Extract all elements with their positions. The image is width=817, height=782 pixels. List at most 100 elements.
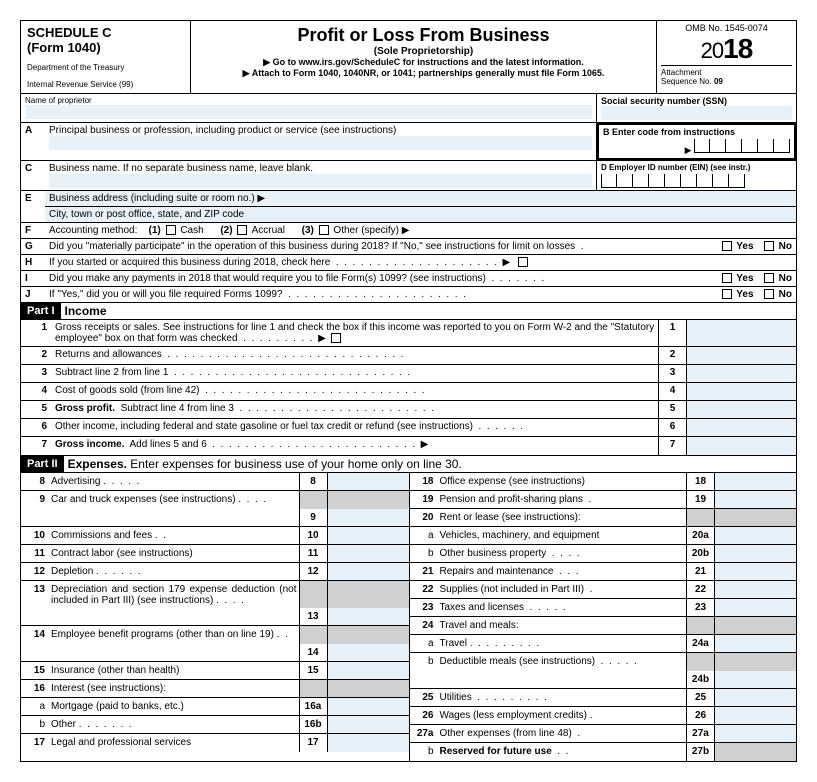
line8-amount[interactable] — [327, 473, 409, 490]
name-input[interactable] — [25, 105, 592, 119]
line4-amount[interactable] — [686, 383, 796, 400]
h-checkbox[interactable] — [518, 257, 528, 267]
line18-amount[interactable] — [714, 473, 796, 490]
line-j: J If "Yes," did you or will you file req… — [21, 287, 796, 302]
line-h: H If you started or acquired this busine… — [21, 255, 796, 271]
line15-amount[interactable] — [327, 662, 409, 679]
label-c: C — [21, 161, 45, 190]
dept-line2: Internal Revenue Service (99) — [27, 80, 184, 89]
line6-amount[interactable] — [686, 419, 796, 436]
line23-amount[interactable] — [714, 599, 796, 616]
tax-year: 2018 — [661, 33, 792, 65]
line27b-amount — [714, 743, 796, 761]
line-e1-text: Business address (including suite or roo… — [49, 193, 265, 204]
line26-amount[interactable] — [714, 707, 796, 724]
line20a-amount[interactable] — [714, 527, 796, 544]
label-b: B Enter code from instructions — [603, 127, 790, 137]
schedule-label: SCHEDULE C — [27, 25, 184, 40]
goto-text: ▶ Go to www.irs.gov/ScheduleC for instru… — [195, 57, 652, 68]
part1-header: Part I Income — [21, 302, 796, 320]
label-j: J — [21, 287, 45, 302]
part1-title: Income — [61, 304, 107, 318]
line24a-amount[interactable] — [714, 635, 796, 652]
line1-amount[interactable] — [686, 320, 796, 346]
part2-label: Part II — [21, 456, 64, 472]
form-header: SCHEDULE C (Form 1040) Department of the… — [21, 21, 796, 94]
line-f-text: Accounting method: — [49, 225, 137, 236]
ssn-label: Social security number (SSN) — [601, 96, 792, 106]
cash-checkbox[interactable] — [166, 225, 176, 235]
line22-amount[interactable] — [714, 581, 796, 598]
line3-amount[interactable] — [686, 365, 796, 382]
line-c-input[interactable] — [49, 174, 592, 188]
line-i: I Did you make any payments in 2018 that… — [21, 271, 796, 287]
att2: Sequence No. 09 — [661, 77, 723, 86]
line16a-amount[interactable] — [327, 698, 409, 715]
line-c-text: Business name. If no separate business n… — [49, 163, 592, 174]
line9-amount[interactable] — [327, 509, 409, 526]
line-e: E Business address (including suite or r… — [21, 191, 796, 222]
att1: Attachment — [661, 68, 701, 77]
line11-amount[interactable] — [327, 545, 409, 562]
line-a-text: Principal business or profession, includ… — [49, 125, 592, 136]
line-c: C Business name. If no separate business… — [21, 161, 796, 191]
line1-checkbox[interactable] — [331, 333, 341, 343]
label-i: I — [21, 271, 45, 286]
other-checkbox[interactable] — [319, 225, 329, 235]
dept-line1: Department of the Treasury — [27, 63, 184, 72]
line20b-amount[interactable] — [714, 545, 796, 562]
line14-amount[interactable] — [327, 644, 409, 661]
i-no-checkbox[interactable] — [764, 273, 774, 283]
proprietor-row: Name of proprietor Social security numbe… — [21, 94, 796, 123]
line27a-amount[interactable] — [714, 725, 796, 742]
label-h: H — [21, 255, 45, 270]
line19-amount[interactable] — [714, 491, 796, 508]
attach-text: ▶ Attach to Form 1040, 1040NR, or 1041; … — [195, 68, 652, 79]
name-label: Name of proprietor — [25, 96, 592, 105]
j-yes-checkbox[interactable] — [722, 289, 732, 299]
code-comb[interactable] — [694, 139, 710, 153]
income-line-1: 1 Gross receipts or sales. See instructi… — [21, 320, 796, 347]
line7-amount[interactable] — [686, 437, 796, 455]
code-box-b: B Enter code from instructions ▶ — [597, 123, 796, 160]
line-i-text: Did you make any payments in 2018 that w… — [49, 273, 486, 284]
omb-number: OMB No. 1545-0074 — [661, 23, 792, 33]
part2-header: Part II Expenses. Enter expenses for bus… — [21, 455, 796, 473]
g-yes-checkbox[interactable] — [722, 241, 732, 251]
line-h-text: If you started or acquired this business… — [49, 257, 330, 268]
line-e2-text: City, town or post office, state, and ZI… — [49, 209, 244, 220]
i-yes-checkbox[interactable] — [722, 273, 732, 283]
line5-amount[interactable] — [686, 401, 796, 418]
line-j-text: If "Yes," did you or will you file requi… — [49, 289, 283, 300]
line16b-amount[interactable] — [327, 716, 409, 733]
label-e: E — [21, 191, 45, 222]
expense-section: 8Advertising . . . . .8 9Car and truck e… — [21, 473, 796, 761]
line-g-text: Did you "materially participate" in the … — [49, 241, 575, 252]
line17-amount[interactable] — [327, 734, 409, 752]
line24b-amount[interactable] — [714, 671, 796, 688]
line-f: F Accounting method: (1) Cash (2) Accrua… — [21, 222, 796, 239]
line21-amount[interactable] — [714, 563, 796, 580]
line-a-input[interactable] — [49, 136, 592, 150]
label-g: G — [21, 239, 45, 254]
ein-comb[interactable] — [601, 174, 617, 188]
line25-amount[interactable] — [714, 689, 796, 706]
line-a: A Principal business or profession, incl… — [21, 123, 796, 161]
label-f: F — [21, 223, 45, 238]
line12-amount[interactable] — [327, 563, 409, 580]
ssn-input[interactable] — [601, 106, 792, 120]
form-number: (Form 1040) — [27, 40, 184, 55]
accrual-checkbox[interactable] — [237, 225, 247, 235]
line10-amount[interactable] — [327, 527, 409, 544]
form-subtitle: (Sole Proprietorship) — [195, 46, 652, 57]
label-d: D Employer ID number (EIN) (see instr.) — [601, 163, 792, 172]
line13-amount[interactable] — [327, 608, 409, 625]
schedule-c-form: SCHEDULE C (Form 1040) Department of the… — [20, 20, 797, 762]
form-title: Profit or Loss From Business — [195, 25, 652, 46]
part1-label: Part I — [21, 303, 61, 319]
line-g: G Did you "materially participate" in th… — [21, 239, 796, 255]
g-no-checkbox[interactable] — [764, 241, 774, 251]
j-no-checkbox[interactable] — [764, 289, 774, 299]
label-a: A — [21, 123, 45, 160]
line2-amount[interactable] — [686, 347, 796, 364]
